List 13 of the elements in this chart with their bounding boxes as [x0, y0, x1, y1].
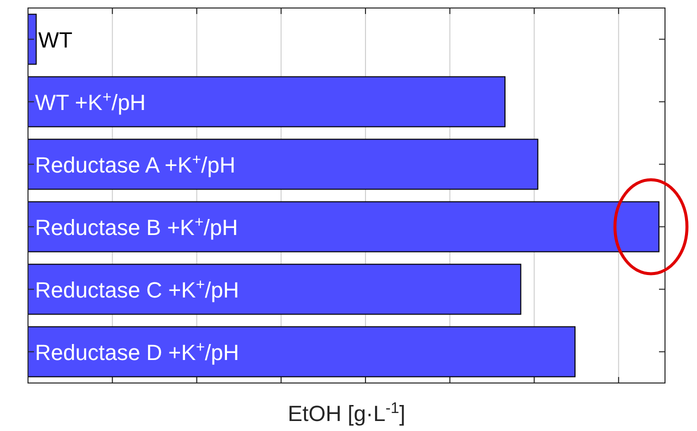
bar	[28, 264, 522, 315]
y-tick-label: Reductase A +K$^{+}$/pH	[35, 150, 236, 178]
bar	[28, 76, 506, 128]
bar	[28, 138, 538, 190]
y-tick-label: WT +K$^{+}$/pH	[35, 88, 146, 115]
bar	[28, 326, 576, 378]
y-tick-label: Reductase B +K$^{+}$/pH	[35, 213, 238, 240]
bar	[28, 14, 37, 65]
x-axis-title: EtOH [g·L$^{-1}$]	[288, 400, 406, 426]
y-tick-label: Reductase C +K$^{+}$/pH	[35, 276, 240, 302]
y-tick-label: Reductase D +K$^{+}$/pH	[35, 338, 240, 365]
y-tick-label: WT	[38, 27, 72, 52]
bar	[28, 201, 660, 252]
